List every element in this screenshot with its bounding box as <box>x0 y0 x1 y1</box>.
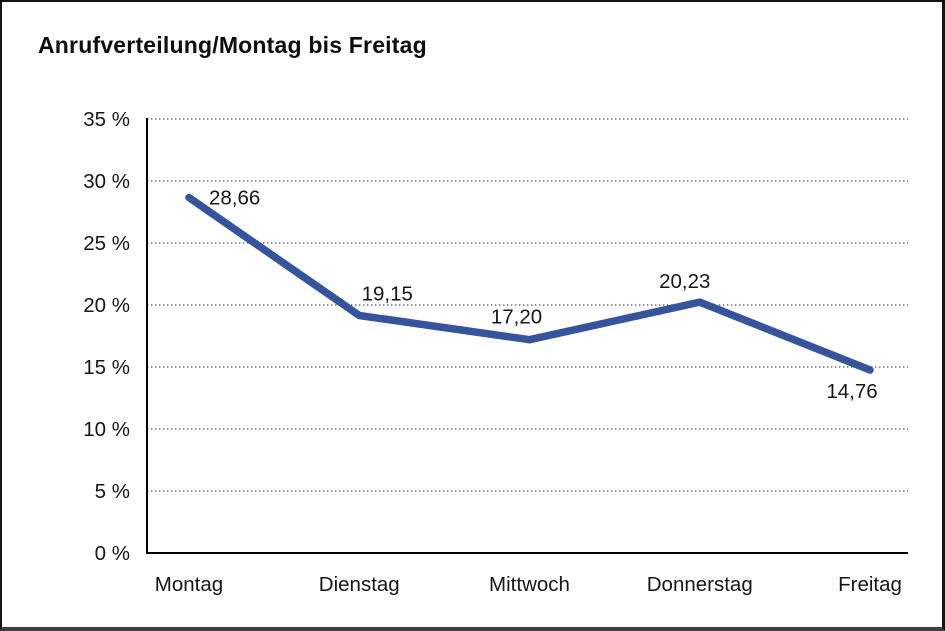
data-series-line <box>185 193 874 374</box>
y-axis-tick-label: 15 % <box>83 356 130 379</box>
y-axis-tick-label: 10 % <box>83 418 130 441</box>
data-point-label: 17,20 <box>491 306 542 329</box>
y-axis-tick-label: 30 % <box>83 170 130 193</box>
data-point-label: 14,76 <box>826 380 877 403</box>
x-axis-category-label: Dienstag <box>319 573 400 596</box>
y-axis-tick-label: 5 % <box>95 480 130 503</box>
data-point-label: 20,23 <box>659 270 710 293</box>
data-point-label: 28,66 <box>209 187 260 210</box>
data-point-label: 19,15 <box>362 283 413 306</box>
x-axis-category-label: Donnerstag <box>647 573 753 596</box>
y-axis-tick-label: 25 % <box>83 232 130 255</box>
y-axis-tick-label: 0 % <box>95 542 130 565</box>
x-axis-category-label: Freitag <box>838 573 902 596</box>
chart-title: Anrufverteilung/Montag bis Freitag <box>38 32 427 58</box>
y-axis-tick-label: 35 % <box>83 108 130 131</box>
x-axis-category-label: Montag <box>155 573 223 596</box>
y-axis-tick-label: 20 % <box>83 294 130 317</box>
x-axis-category-label: Mittwoch <box>489 573 570 596</box>
